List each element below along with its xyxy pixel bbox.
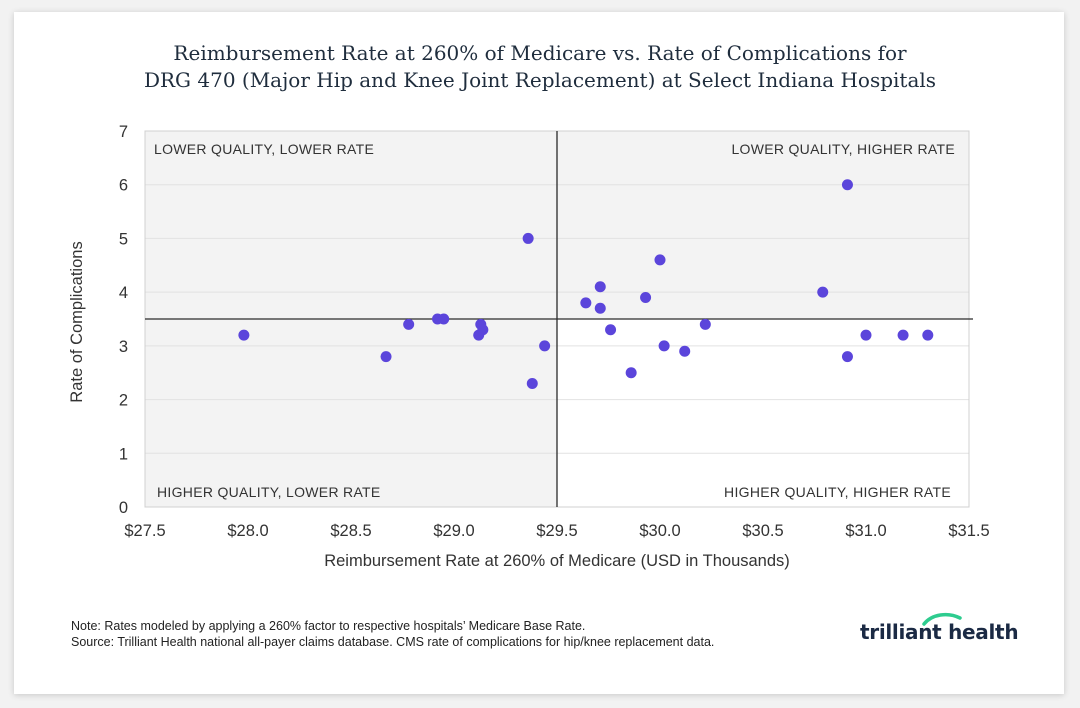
quadrant-label-top-left: LOWER QUALITY, LOWER RATE	[154, 141, 374, 157]
data-point	[625, 367, 637, 379]
x-axis-label: Reimbursement Rate at 260% of Medicare (…	[324, 552, 790, 570]
data-point	[841, 179, 853, 191]
y-tick-label: 7	[119, 123, 128, 141]
shade-top-right	[557, 131, 969, 319]
data-point	[477, 324, 489, 336]
data-point	[841, 351, 853, 363]
y-tick-label: 0	[119, 499, 128, 517]
chart-title-line-2: DRG 470 (Major Hip and Knee Joint Replac…	[143, 68, 937, 92]
footnote: Note: Rates modeled by applying a 260% f…	[71, 618, 714, 650]
x-tick-label: $30.0	[639, 522, 680, 540]
data-point	[594, 281, 606, 293]
data-point	[654, 254, 666, 266]
reference-lines	[145, 131, 973, 507]
x-tick-label: $27.5	[124, 522, 165, 540]
data-point	[817, 286, 829, 298]
y-tick-label: 2	[119, 392, 128, 410]
data-point	[594, 302, 606, 314]
data-point	[438, 313, 450, 325]
data-point	[922, 329, 934, 341]
data-point	[380, 351, 392, 363]
data-point	[658, 340, 670, 352]
x-tick-label: $31.0	[845, 522, 886, 540]
data-point	[580, 297, 592, 309]
data-point	[539, 340, 551, 352]
y-tick-label: 3	[119, 338, 128, 356]
x-tick-label: $29.0	[433, 522, 474, 540]
quadrant-label-bottom-left: HIGHER QUALITY, LOWER RATE	[157, 484, 381, 500]
trilliant-health-logo: trilliant health	[860, 612, 1030, 648]
data-point	[522, 232, 534, 244]
data-points	[238, 179, 934, 389]
chart-title-line-1: Reimbursement Rate at 260% of Medicare v…	[173, 41, 907, 65]
data-point	[679, 345, 691, 357]
chart-title: Reimbursement Rate at 260% of Medicare v…	[0, 40, 1080, 94]
x-tick-label: $28.0	[227, 522, 268, 540]
y-tick-label: 6	[119, 177, 128, 195]
data-point	[403, 318, 415, 330]
logo-swoosh-icon	[922, 612, 962, 626]
source-text: Source: Trilliant Health national all-pa…	[71, 635, 715, 649]
x-tick-label: $28.5	[330, 522, 371, 540]
quadrant-shading	[145, 131, 969, 507]
data-point	[897, 329, 909, 341]
data-point	[526, 377, 538, 389]
note-text: Note: Rates modeled by applying a 260% f…	[71, 619, 586, 633]
x-axis-ticks: $27.5 $28.0 $28.5 $29.0 $29.5 $30.0 $30.5 $31.0…	[124, 522, 989, 540]
y-axis-label: Rate of Complications	[68, 241, 86, 402]
data-point	[860, 329, 872, 341]
x-tick-label: $30.5	[742, 522, 783, 540]
data-point	[238, 329, 250, 341]
x-tick-label: $29.5	[536, 522, 577, 540]
quadrant-label-bottom-right: HIGHER QUALITY, HIGHER RATE	[724, 484, 951, 500]
y-tick-label: 1	[119, 445, 128, 463]
data-point	[640, 292, 652, 304]
x-tick-label: $31.5	[948, 522, 989, 540]
y-tick-label: 4	[119, 284, 128, 302]
y-axis-ticks: 0 1 2 3 4 5 6 7	[119, 123, 128, 517]
quadrant-label-top-right: LOWER QUALITY, HIGHER RATE	[731, 141, 955, 157]
y-tick-label: 5	[119, 230, 128, 248]
data-point	[699, 318, 711, 330]
quadrant-labels: LOWER QUALITY, LOWER RATE LOWER QUALITY,…	[154, 141, 955, 500]
data-point	[605, 324, 617, 336]
logo-wordmark: trilliant health	[860, 620, 1019, 644]
